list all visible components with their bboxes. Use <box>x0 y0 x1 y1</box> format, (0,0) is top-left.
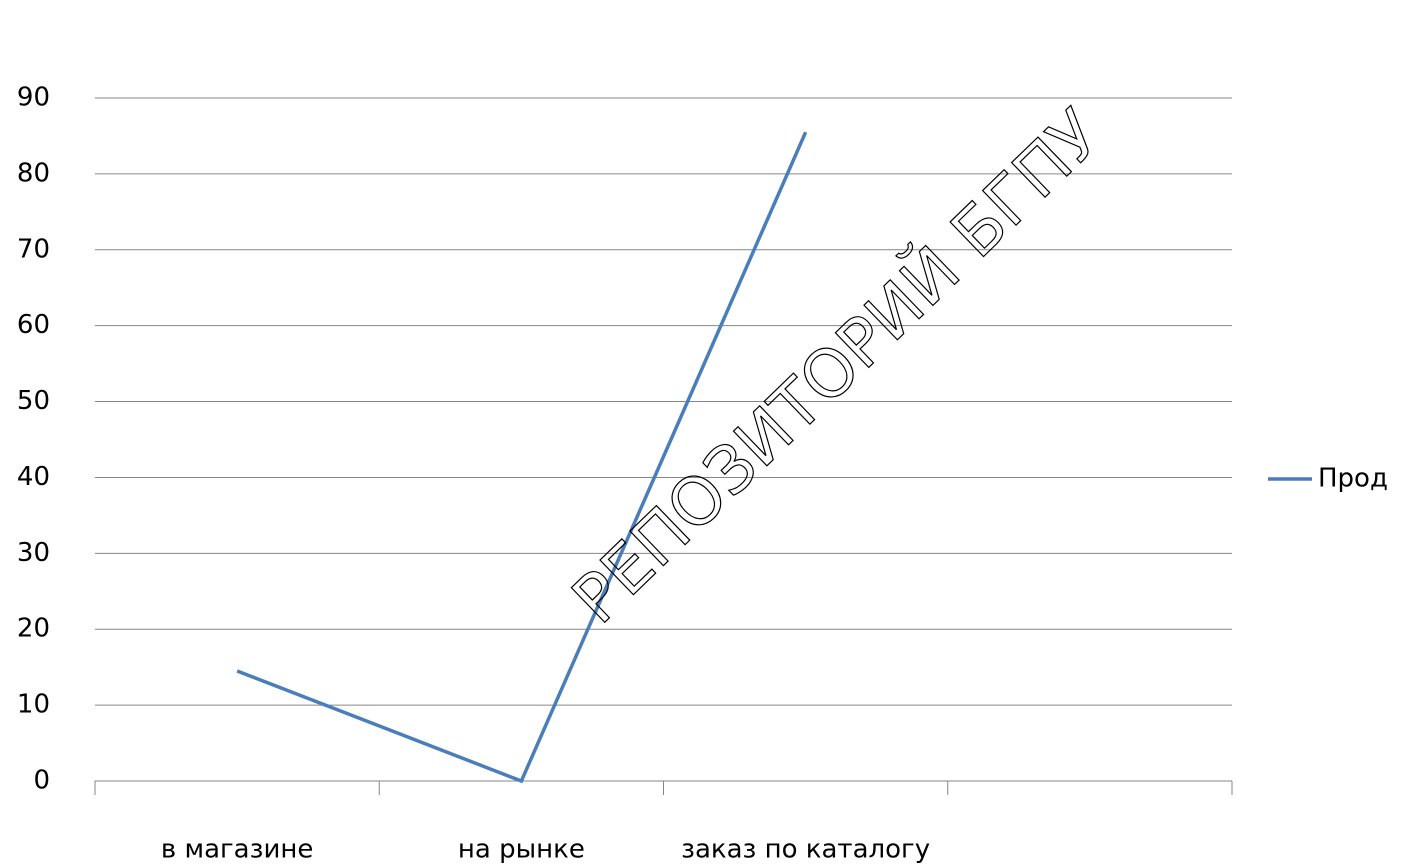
y-tick-label: 90 <box>17 83 50 113</box>
y-tick-label: 40 <box>17 462 50 492</box>
y-tick-label: 10 <box>17 690 50 720</box>
line-series <box>236 131 808 784</box>
y-tick-label: 60 <box>17 310 50 340</box>
y-tick-label: 70 <box>17 234 50 264</box>
x-tick-label: на рынке <box>458 835 585 865</box>
watermark: РЕПОЗИТОРИЙ БГПУ <box>557 95 1116 639</box>
y-tick-label: 0 <box>33 766 50 796</box>
legend-label: Прод <box>1318 464 1388 494</box>
x-tick-label: в магазине <box>161 835 313 865</box>
watermark-group: РЕПОЗИТОРИЙ БГПУ <box>556 94 1116 639</box>
y-tick-label: 30 <box>17 538 50 568</box>
y-tick-label: 80 <box>17 158 50 188</box>
y-tick-label: 50 <box>17 386 50 416</box>
y-tick-label: 20 <box>17 614 50 644</box>
x-tick-label: заказ по каталогу <box>681 835 930 865</box>
